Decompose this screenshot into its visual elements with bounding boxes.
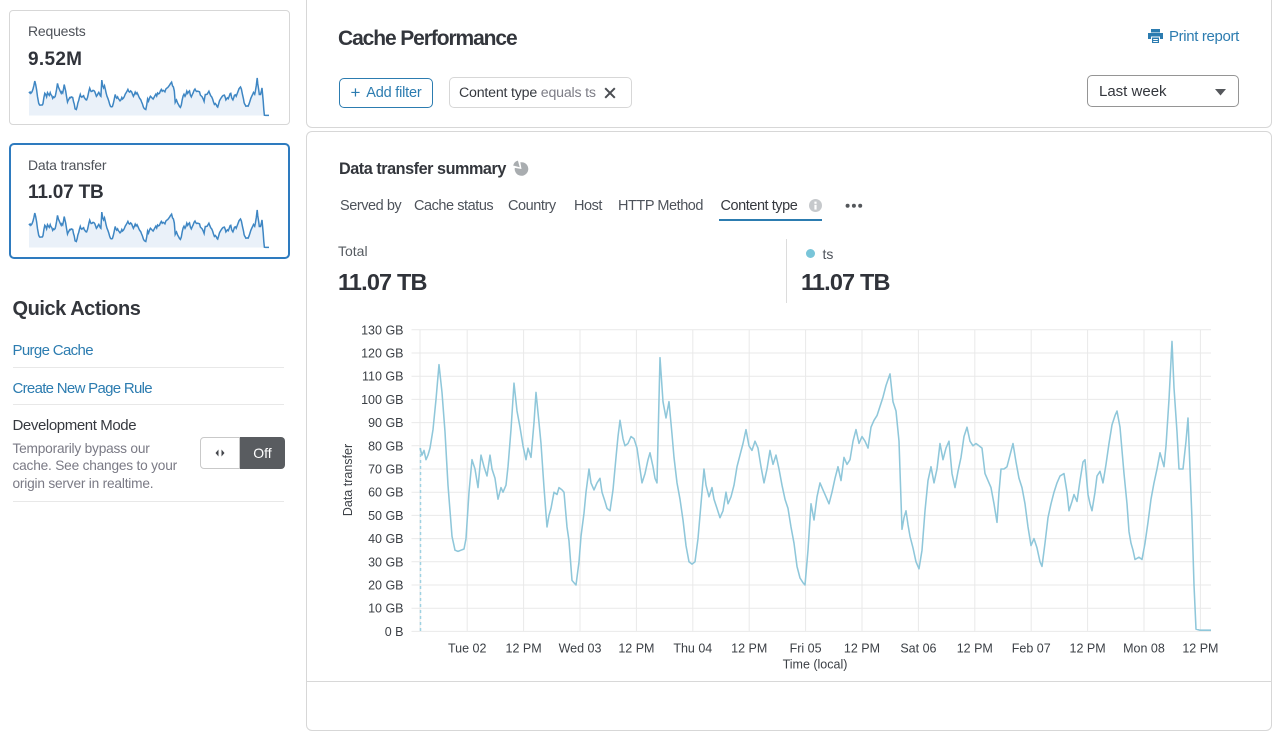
svg-text:12 PM: 12 PM	[844, 642, 880, 656]
svg-text:90 GB: 90 GB	[368, 416, 403, 430]
svg-text:20 GB: 20 GB	[368, 579, 403, 593]
svg-text:12 PM: 12 PM	[506, 642, 542, 656]
svg-text:Wed 03: Wed 03	[559, 642, 602, 656]
svg-text:110 GB: 110 GB	[362, 370, 403, 384]
svg-text:Tue 02: Tue 02	[448, 642, 487, 656]
svg-text:12 PM: 12 PM	[1182, 642, 1218, 656]
svg-text:12 PM: 12 PM	[957, 642, 993, 656]
svg-text:130 GB: 130 GB	[361, 323, 403, 337]
svg-text:100 GB: 100 GB	[361, 393, 403, 407]
svg-text:Time (local): Time (local)	[783, 658, 848, 672]
svg-text:Data transfer: Data transfer	[341, 444, 355, 516]
svg-text:12 PM: 12 PM	[618, 642, 654, 656]
svg-text:12 PM: 12 PM	[1070, 642, 1106, 656]
svg-text:Thu 04: Thu 04	[673, 642, 712, 656]
svg-text:Feb 07: Feb 07	[1012, 642, 1051, 656]
svg-text:70 GB: 70 GB	[368, 463, 403, 477]
svg-text:50 GB: 50 GB	[368, 509, 403, 523]
svg-text:12 PM: 12 PM	[731, 642, 767, 656]
svg-text:Mon 08: Mon 08	[1123, 642, 1165, 656]
svg-text:Sat 06: Sat 06	[900, 642, 936, 656]
svg-text:Fri 05: Fri 05	[790, 642, 822, 656]
svg-text:80 GB: 80 GB	[368, 439, 403, 453]
svg-text:10 GB: 10 GB	[368, 602, 403, 616]
svg-text:30 GB: 30 GB	[368, 555, 403, 569]
svg-text:120 GB: 120 GB	[361, 347, 403, 361]
svg-text:40 GB: 40 GB	[368, 532, 403, 546]
svg-text:0 B: 0 B	[385, 625, 404, 639]
svg-text:60 GB: 60 GB	[368, 486, 403, 500]
